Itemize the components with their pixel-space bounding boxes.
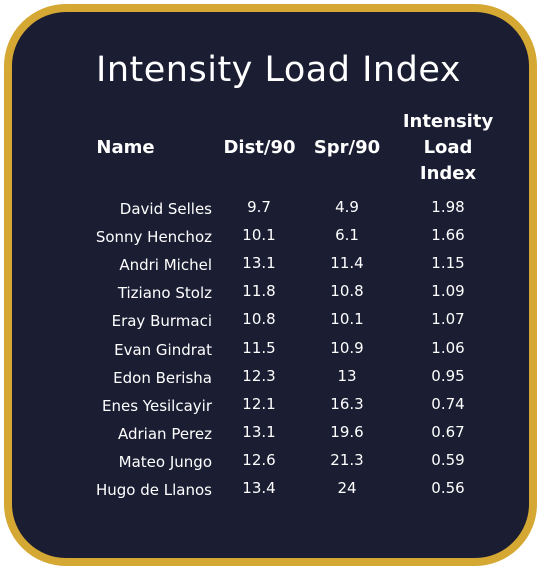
cell-value: 13.1: [242, 254, 276, 273]
cell-value: 13.1: [242, 422, 276, 441]
cell-value: 11.8: [242, 282, 276, 301]
cell-value: 4.9: [335, 198, 359, 216]
cell-value: 16.3: [330, 394, 364, 413]
cell-value: 10.8: [242, 310, 276, 329]
cell-value: 24: [337, 479, 357, 497]
cell-value: 0.56: [431, 479, 465, 497]
cell-value: 12.6: [242, 450, 276, 469]
cell-value: 0.59: [431, 450, 465, 469]
cell-value: 13: [337, 366, 357, 385]
cell-value: 1.66: [431, 226, 465, 245]
player-name: Edon Berisha: [113, 368, 212, 387]
player-name: Andri Michel: [119, 256, 212, 275]
title: Intensity Load Index: [96, 50, 461, 90]
player-name: Eray Burmaci: [111, 312, 212, 331]
cell-value: 10.9: [330, 338, 364, 357]
cell-value: 0.67: [431, 422, 465, 441]
player-name: Sonny Henchoz: [95, 228, 212, 247]
column-header: Spr/90: [313, 137, 381, 158]
player-name: Tiziano Stolz: [117, 284, 212, 303]
cell-value: 6.1: [335, 226, 359, 245]
cell-value: 21.3: [330, 450, 364, 469]
cell-value: 11.5: [242, 338, 276, 357]
cell-value: 0.95: [431, 366, 465, 385]
column-header: Intensity Load Index: [402, 111, 494, 184]
cell-value: 12.3: [242, 366, 276, 385]
cell-value: 1.98: [431, 198, 465, 216]
cell-value: 10.1: [330, 310, 364, 329]
column-header: Dist/90: [223, 137, 296, 158]
player-name: Mateo Jungo: [118, 452, 212, 471]
player-name: Adrian Perez: [118, 424, 212, 443]
column-header: Name: [96, 137, 155, 158]
cell-value: 1.07: [431, 310, 465, 329]
cell-value: 1.15: [431, 254, 465, 273]
cell-value: 12.1: [242, 394, 276, 413]
player-name: David Selles: [119, 200, 212, 218]
cell-value: 13.4: [242, 479, 276, 497]
cell-value: 9.7: [247, 198, 271, 216]
cell-value: 0.74: [431, 394, 465, 413]
cell-value: 11.4: [330, 254, 364, 273]
cell-value: 10.1: [242, 226, 276, 245]
player-name: Evan Gindrat: [114, 340, 212, 359]
cell-value: 1.06: [431, 338, 465, 357]
cell-value: 1.09: [431, 282, 465, 301]
player-name: Hugo de Llanos: [96, 481, 212, 499]
cell-value: 19.6: [330, 422, 364, 441]
cell-value: 10.8: [330, 282, 364, 301]
card: Intensity Load Index Name Dist/90 Spr/90 In…: [4, 4, 537, 566]
player-name: Enes Yesilcayir: [102, 396, 212, 415]
